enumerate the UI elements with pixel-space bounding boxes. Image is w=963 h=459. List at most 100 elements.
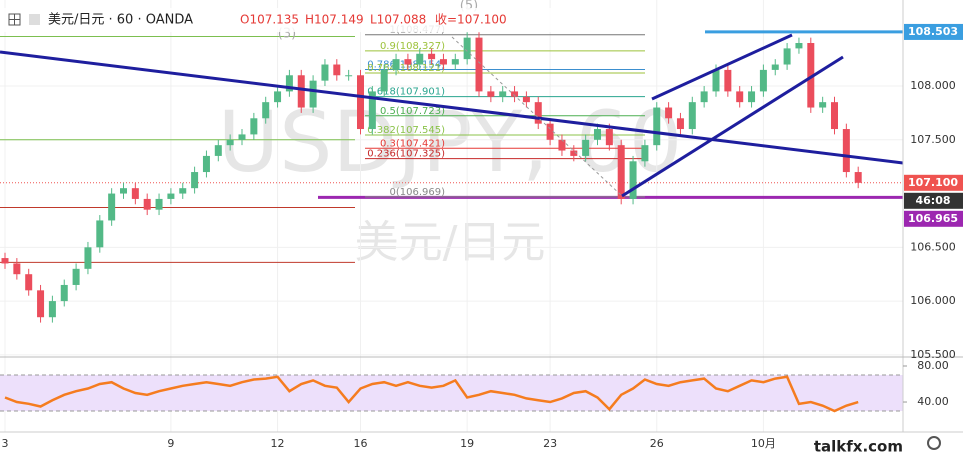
candle-body (688, 102, 696, 130)
x-tick-label: 16 (354, 437, 368, 450)
y-tick-label: 106.000 (910, 294, 956, 307)
fib-label: 0.5(107.723) (380, 106, 445, 117)
channel-line (651, 33, 793, 101)
candle-body (854, 172, 862, 183)
candle-body (25, 274, 33, 291)
candle-body (522, 96, 530, 103)
candle-body (155, 198, 163, 210)
flag-icon (29, 14, 40, 25)
candle-body (759, 69, 767, 92)
candle-body (214, 145, 222, 156)
last-price-label-box (904, 174, 963, 191)
candle-body (570, 150, 578, 156)
symbol[interactable]: 美元/日元 · 60 · OANDA (48, 13, 193, 28)
candle-body (404, 59, 412, 65)
x-tick-label: 9 (167, 437, 174, 450)
countdown-box (904, 192, 963, 209)
candle-body (582, 139, 590, 156)
rsi-tick-label: 40.00 (917, 395, 949, 408)
candle-body (605, 129, 613, 146)
candle-body (700, 91, 708, 103)
candle-body (475, 37, 483, 92)
candle-body (368, 91, 376, 130)
candle-body (179, 188, 187, 194)
rsi-line (4, 375, 859, 413)
candle-body (641, 145, 649, 162)
candle-body (712, 69, 720, 92)
candle-body (546, 123, 554, 140)
candle-body (842, 129, 850, 173)
candle-body (167, 193, 175, 199)
candle-body (1, 258, 9, 264)
candle-body (226, 139, 234, 146)
candle-body (309, 80, 317, 108)
candle-body (499, 91, 507, 97)
y-tick-label: 105.500 (910, 348, 956, 361)
trend-line (0, 50, 904, 165)
candle-body (13, 263, 21, 275)
candle-body (795, 43, 803, 49)
candle-body (819, 102, 827, 108)
candle-body (676, 118, 684, 130)
candle-body (72, 268, 80, 285)
fib-label: 0.9(108.327) (380, 41, 445, 52)
candle-body (48, 301, 56, 318)
candle-body (594, 129, 601, 140)
candle-body (345, 75, 353, 77)
candle-body (202, 155, 210, 173)
fib-label: 0.236(107.325) (367, 149, 445, 160)
candle-body (60, 284, 68, 302)
header-bg (0, 8, 560, 32)
x-tick-label: 19 (460, 437, 474, 450)
candle-body (771, 64, 779, 70)
candle-body (333, 64, 341, 76)
fib-label: 0(106.969) (389, 187, 445, 198)
candle-body (831, 102, 838, 130)
candle-body (736, 91, 744, 103)
candle-body (191, 172, 199, 189)
fib-label: 0.786(108.154) (367, 59, 445, 70)
candle-body (297, 75, 305, 108)
fib-label: 0.382(107.545) (367, 125, 445, 136)
watermark: USDJPY, 60 (218, 93, 683, 191)
watermark: 美元/日元 (355, 217, 546, 268)
last-price-label: 107.100 (908, 176, 958, 189)
x-tick-label: 12 (271, 437, 285, 450)
fib-label: 0.3(107.421) (380, 138, 445, 149)
fib-label: 0.618(107.901) (367, 87, 445, 98)
candle-body (380, 69, 388, 92)
candle-body (665, 107, 673, 119)
x-tick-label: 3 (2, 437, 9, 450)
candle-body (807, 43, 815, 108)
rsi-tick-label: 80.00 (917, 359, 949, 372)
axes: 3 9 12 16 19 23 26 10月 108.000 107.500 106.500 106.… (2, 23, 963, 450)
site-watermark: talkfx.com (814, 438, 903, 456)
candle-body (724, 69, 732, 92)
level-label-box (904, 23, 963, 40)
candle-body (96, 220, 104, 248)
level-label: 108.503 (908, 25, 958, 38)
candle-body (511, 91, 519, 97)
settings-icon[interactable] (927, 436, 941, 450)
ohlc-high: H107.149 (305, 13, 364, 27)
plot: 1(108.477)0.9(108.327)0.786(108.154)0.76… (0, 0, 903, 432)
x-tick-label: 10月 (751, 437, 776, 450)
y-tick-label: 108.000 (910, 79, 956, 92)
candle-body (558, 139, 566, 151)
candle-body (274, 91, 282, 103)
candle-body (262, 102, 270, 119)
ohlc-low: L107.088 (370, 13, 426, 27)
level-label-box (904, 210, 963, 227)
candle-body (84, 247, 92, 269)
candle-body (463, 37, 471, 60)
candle-body (143, 198, 151, 210)
candle-body (629, 161, 637, 199)
candle-body (783, 48, 791, 65)
ohlc-open: O107.135 (240, 13, 299, 27)
watermark-layer: USDJPY, 60 美元/日元 (218, 93, 683, 268)
candle-body (439, 59, 447, 65)
x-tick-label: 26 (650, 437, 664, 450)
candle-body (250, 118, 258, 135)
candle-body (321, 64, 329, 81)
